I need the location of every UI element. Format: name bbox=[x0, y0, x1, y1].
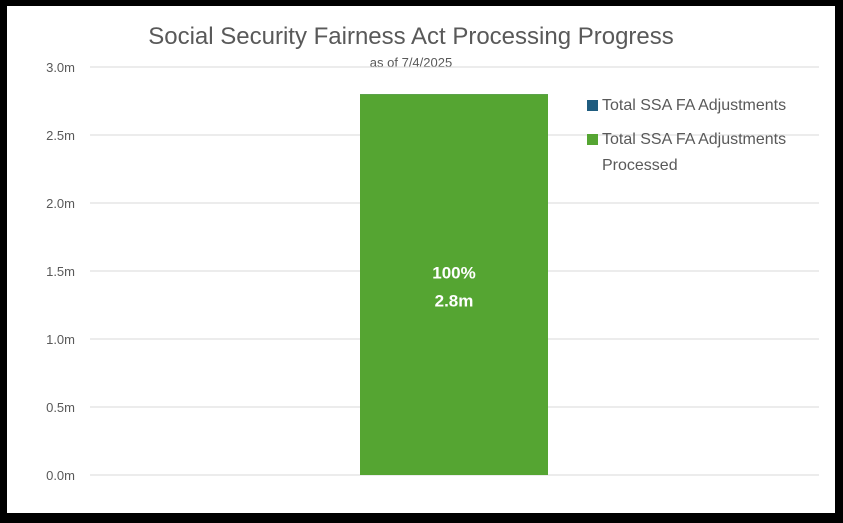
legend-label-adjustments: Total SSA FA Adjustments bbox=[602, 97, 787, 114]
bar-data-label: 2.8m bbox=[435, 292, 474, 311]
y-tick-label: 1.0m bbox=[46, 332, 75, 347]
legend-item-processed: Total SSA FA Adjustments Processed bbox=[587, 127, 832, 179]
y-tick-label: 3.0m bbox=[46, 60, 75, 75]
bar-processed bbox=[360, 94, 548, 475]
legend-item-adjustments: Total SSA FA Adjustments bbox=[587, 93, 832, 119]
chart-legend: Total SSA FA Adjustments Total SSA FA Ad… bbox=[587, 93, 832, 187]
y-tick-label: 2.0m bbox=[46, 196, 75, 211]
legend-swatch-processed bbox=[587, 134, 598, 145]
legend-swatch-adjustments bbox=[587, 100, 598, 111]
y-tick-label: 0.0m bbox=[46, 468, 75, 483]
chart-title: Social Security Fairness Act Processing … bbox=[148, 23, 674, 50]
chart-subtitle: as of 7/4/2025 bbox=[369, 55, 453, 70]
chart-plot: 0.0m 0.5m 1.0m 1.5m 2.0m 2.5m 3.0m 100% 2.8m bbox=[46, 60, 819, 483]
legend-label-processed: Total SSA FA Adjustments Processed bbox=[602, 131, 787, 174]
chart-frame: Social Security Fairness Act Processing … bbox=[7, 6, 835, 513]
y-tick-label: 1.5m bbox=[46, 264, 75, 279]
bar-data-label: 100% bbox=[432, 264, 475, 283]
y-tick-label: 2.5m bbox=[46, 128, 75, 143]
y-tick-label: 0.5m bbox=[46, 400, 75, 415]
